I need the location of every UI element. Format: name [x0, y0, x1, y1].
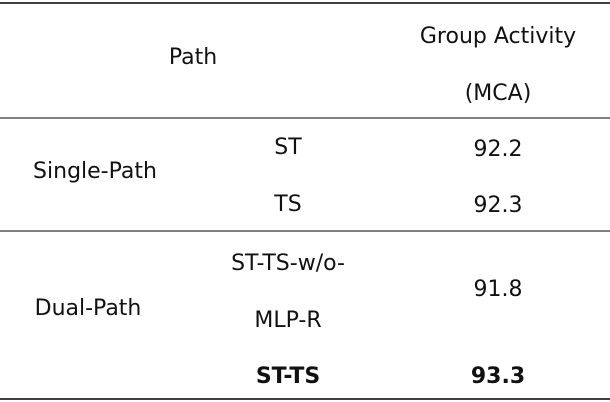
path-cell: MLP-R: [254, 308, 321, 333]
header-path: Path: [169, 45, 217, 70]
value-cell: 92.2: [474, 137, 523, 162]
header-metric: Group Activity: [420, 24, 576, 49]
path-cell: TS: [273, 192, 301, 217]
path-cell: ST-TS: [256, 364, 320, 389]
path-cell: ST-TS-w/o-: [231, 251, 345, 276]
group-name: Single-Path: [33, 159, 157, 184]
path-cell: ST: [274, 135, 302, 160]
header-metric: (MCA): [465, 81, 532, 106]
group-name: Dual-Path: [35, 296, 142, 321]
value-cell: 91.8: [474, 277, 523, 302]
value-cell: 93.3: [471, 364, 525, 389]
value-cell: 92.3: [474, 193, 523, 218]
